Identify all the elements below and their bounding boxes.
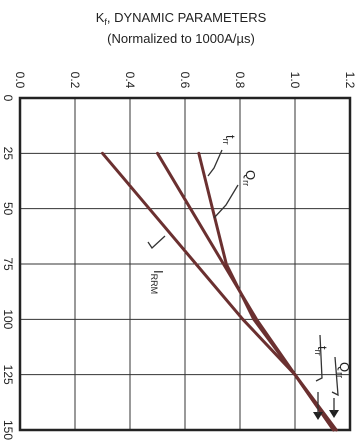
tick-label-value: 0.2 [68,72,82,89]
series-label-i_rrm: IRRM [149,270,166,294]
series-label-sub: rr [221,139,231,145]
series-label-main: I [151,270,166,274]
annotation-leader [331,356,339,397]
tick-labels: 0.0 0.2 0.4 0.6 0.8 1.0 1.2 0 25 50 75 100 125 150 [1,72,357,441]
tick-label-value: 0.8 [233,72,247,89]
series-label-sub: RRM [149,274,159,295]
tick-label-temp: 25 [1,147,15,161]
arrow-head [313,412,323,420]
tick-label-temp: 125 [1,365,15,385]
tick-label-temp: 100 [1,309,15,329]
series-line-i_rrm [101,151,335,432]
chart-title-sub: f [104,17,107,27]
series-label-main: Q [243,170,258,180]
tick-label-value: 1.2 [343,72,357,89]
tick-label-temp: 50 [1,202,15,216]
arrow-head [329,410,339,418]
annotation-leader [315,334,323,382]
chart-title: Kf, DYNAMIC PARAMETERS [96,10,267,27]
grid [18,96,352,432]
series-label-q_rr: Qrr [241,170,258,186]
tick-label-value: 0.0 [13,72,27,89]
tick-label-temp: 150 [1,420,15,440]
chart-title-main: K [96,10,105,25]
series-label-main: t [315,346,330,350]
curves [101,151,338,432]
tick-label-value: 0.6 [178,72,192,89]
chart-title-rest: , DYNAMIC PARAMETERS [107,10,267,25]
annotation-leader [213,184,239,219]
series-label-main: Q [337,362,352,372]
chart-subtitle: (Normalized to 1000A/µs) [107,31,255,46]
series-label-main: t [223,135,238,139]
annotation-leader [207,149,223,177]
series-label-sub: rr [335,372,345,378]
series-label-sub: rr [241,180,251,186]
tick-label-value: 0.4 [123,72,137,89]
series-label-t_rr: trr [221,135,238,145]
tick-label-temp: 75 [1,257,15,271]
series-label-t_rr: trr [313,346,330,356]
annotation-leader [147,235,166,249]
series-label-sub: rr [313,350,323,356]
tick-label-value: 1.0 [288,72,302,89]
tick-label-temp: 0 [1,95,15,102]
plot-border [18,96,352,432]
series-label-q_rr: Qrr [335,362,352,378]
